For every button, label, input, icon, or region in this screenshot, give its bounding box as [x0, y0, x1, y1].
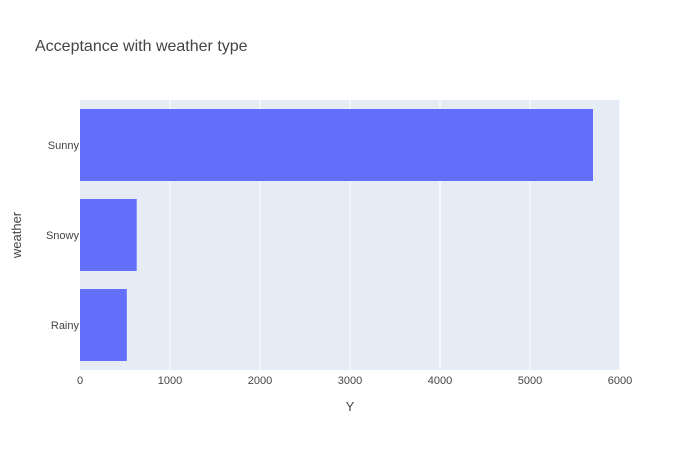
y-tick-label-snowy: Snowy: [46, 230, 80, 242]
bars: [80, 109, 593, 361]
x-tick-label-5: 5000: [518, 375, 542, 387]
bar-snowy: [80, 199, 137, 271]
x-tick-label-1: 1000: [158, 375, 182, 387]
x-tick-label-0: 0: [77, 375, 83, 387]
y-tick-label-rainy: Rainy: [51, 320, 80, 332]
x-axis-title: Y: [346, 399, 355, 414]
x-tick-label-4: 4000: [428, 375, 452, 387]
x-tick-label-3: 3000: [338, 375, 362, 387]
y-axis-ticks: Sunny Snowy Rainy: [46, 140, 80, 332]
bar-sunny: [80, 109, 593, 181]
chart-title: Acceptance with weather type: [35, 38, 248, 55]
bar-rainy: [80, 289, 127, 361]
y-axis-title: weather: [9, 211, 24, 259]
y-tick-label-sunny: Sunny: [48, 140, 80, 152]
x-tick-label-2: 2000: [248, 375, 272, 387]
x-axis-ticks: 0 1000 2000 3000 4000 5000 6000: [77, 375, 632, 387]
x-tick-label-6: 6000: [608, 375, 632, 387]
